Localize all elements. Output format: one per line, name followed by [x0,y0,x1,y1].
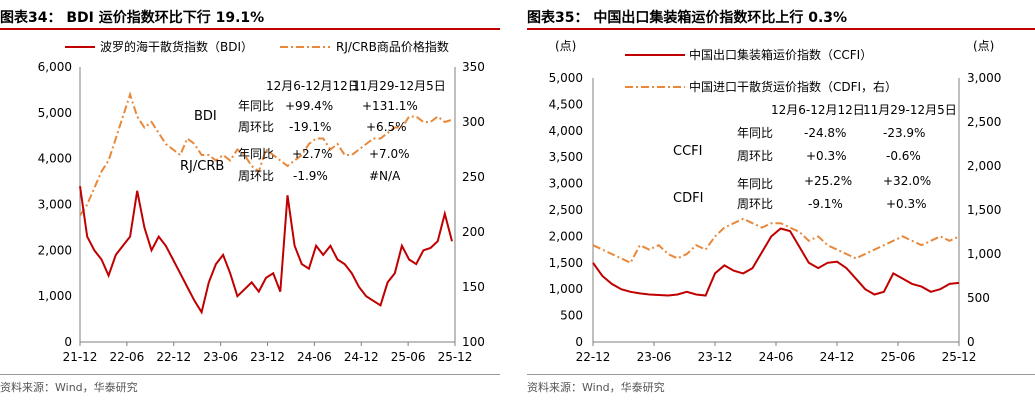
left-y-tick-label: 0 [64,335,72,349]
left-rj-wow2: #N/A [369,169,401,183]
left-chart-panel: 图表34： BDI 运价指数环比下行 19.1% 6,000 5,000 4,000… [0,0,500,401]
left-rj-yoy1: +2.7% [292,147,333,161]
right-x-tick-label: 25-12 [942,350,977,364]
right-cdfi-wow-label: 周环比 [737,197,773,211]
right-cdfi-wow2: +0.3% [886,197,927,211]
left-chart-svg: 6,000 5,000 4,000 3,000 2,000 1,000 0 350 300 250… [38,39,485,364]
right-x-tick-label: 23-06 [637,350,672,364]
right-table-row-ccfi: CCFI [673,144,702,159]
left-x-tick-label: 24-12 [344,350,379,364]
left-y-tick-label: 4,000 [38,152,72,166]
left-x-tick-label: 25-06 [391,350,426,364]
left-x-tick-label: 23-06 [203,350,238,364]
right-ccfi-wow-label: 周环比 [737,149,773,163]
left-x-tick-label: 24-06 [297,350,332,364]
right-right-unit: (点) [973,39,994,53]
right-cdfi-yoy-label: 年同比 [737,177,773,191]
right-cdfi-wow1: -9.1% [808,197,843,211]
right-y2-tick-label: 2,500 [967,115,1001,129]
left-table-row-rj: RJ/CRB [180,159,224,174]
right-y-tick-label: 2,500 [549,203,583,217]
right-table-col1: 12月6-12月12日 [771,103,865,117]
legend-bdi-label: 波罗的海干散货指数（BDI） [100,39,253,54]
legend-ccfi-label: 中国出口集装箱运价指数（CCFI） [689,47,872,62]
right-table-row-cdfi: CDFI [673,191,703,206]
left-y2-tick-label: 300 [462,115,485,129]
left-x-tick-label: 22-12 [156,350,191,364]
left-y2-tick-label: 250 [462,170,485,184]
left-y2-tick-label: 350 [462,60,485,74]
right-x-tick-label: 24-06 [759,350,794,364]
right-x-tick-label: 24-12 [820,350,855,364]
right-source: 资料来源：Wind，华泰研究 [527,374,1035,395]
right-y-tick-label: 3,000 [549,177,583,191]
right-ccfi-wow1: +0.3% [806,149,847,163]
right-x-tick-label: 25-06 [881,350,916,364]
left-bdi-wow1: -19.1% [289,120,331,134]
legend-rj-label: RJ/CRB商品价格指数 [336,39,449,54]
left-y-tick-label: 5,000 [38,106,72,120]
left-y-tick-label: 2,000 [38,243,72,257]
left-table-col1: 12月6-12月12日 [266,79,360,93]
right-chart-panel: 图表35： 中国出口集装箱运价指数环比上行 0.3% (点) (点) 5,000… [527,0,1035,401]
left-bdi-wow-label: 周环比 [238,120,274,134]
right-y2-tick-label: 500 [967,291,990,305]
right-x-tick-label: 22-12 [576,350,611,364]
left-rj-wow1: -1.9% [293,169,328,183]
left-rj-yoy2: +7.0% [369,147,410,161]
right-y2-tick-label: 2,000 [967,159,1001,173]
left-y-tick-label: 3,000 [38,198,72,212]
left-x-tick-label: 22-06 [109,350,144,364]
left-x-tick-label: 25-12 [438,350,473,364]
left-source: 资料来源：Wind，华泰研究 [0,374,500,395]
left-bdi-yoy1: +99.4% [285,99,333,113]
left-y2-tick-label: 200 [462,225,485,239]
right-table-col2: 11月29-12月5日 [863,103,957,117]
right-y-tick-label: 4,000 [549,124,583,138]
right-left-unit: (点) [555,39,576,53]
cdfi-line [592,217,960,265]
right-cdfi-yoy1: +25.2% [804,174,852,188]
right-ccfi-yoy1: -24.8% [804,126,846,140]
right-y2-tick-label: 3,000 [967,71,1001,85]
left-table-row-bdi: BDI [194,109,217,124]
right-x-tick-label: 23-12 [698,350,733,364]
right-ccfi-yoy2: -23.9% [883,126,925,140]
right-y2-tick-label: 1,000 [967,247,1001,261]
right-y-tick-label: 1,500 [549,256,583,270]
right-y-tick-label: 0 [575,335,583,349]
right-y2-tick-label: 1,500 [967,203,1001,217]
left-rj-wow-label: 周环比 [238,169,274,183]
right-chart-title: 图表35： 中国出口集装箱运价指数环比上行 0.3% [527,6,1035,30]
right-ccfi-wow2: -0.6% [886,149,921,163]
legend-cdfi-label: 中国进口干散货运价指数（CDFI，右） [689,79,897,94]
right-cdfi-yoy2: +32.0% [883,174,931,188]
right-y-tick-label: 500 [560,309,583,323]
left-x-tick-label: 21-12 [63,350,98,364]
left-y-tick-label: 6,000 [38,60,72,74]
bdi-line [79,186,453,315]
ccfi-line [592,227,960,297]
right-y2-tick-label: 0 [967,335,975,349]
left-table-col2: 11月29-12月5日 [352,79,446,93]
right-y-tick-label: 4,500 [549,97,583,111]
left-bdi-yoy-label: 年同比 [238,99,274,113]
right-y-tick-label: 3,500 [549,150,583,164]
left-rj-yoy-label: 年同比 [238,147,274,161]
left-y2-tick-label: 100 [462,335,485,349]
left-bdi-wow2: +6.5% [366,120,407,134]
right-y-tick-label: 1,000 [549,282,583,296]
rj-crb-line [79,91,453,217]
right-chart-svg: (点) (点) 5,000 4,500 4,000 3,500 3,000 2,500 2,… [549,39,1002,364]
left-chart-title: 图表34： BDI 运价指数环比下行 19.1% [0,6,500,30]
left-y-tick-label: 1,000 [38,289,72,303]
left-y2-tick-label: 150 [462,280,485,294]
right-y-tick-label: 5,000 [549,71,583,85]
left-x-tick-label: 23-12 [250,350,285,364]
right-ccfi-yoy-label: 年同比 [737,126,773,140]
left-bdi-yoy2: +131.1% [362,99,418,113]
right-y-tick-label: 2,000 [549,229,583,243]
